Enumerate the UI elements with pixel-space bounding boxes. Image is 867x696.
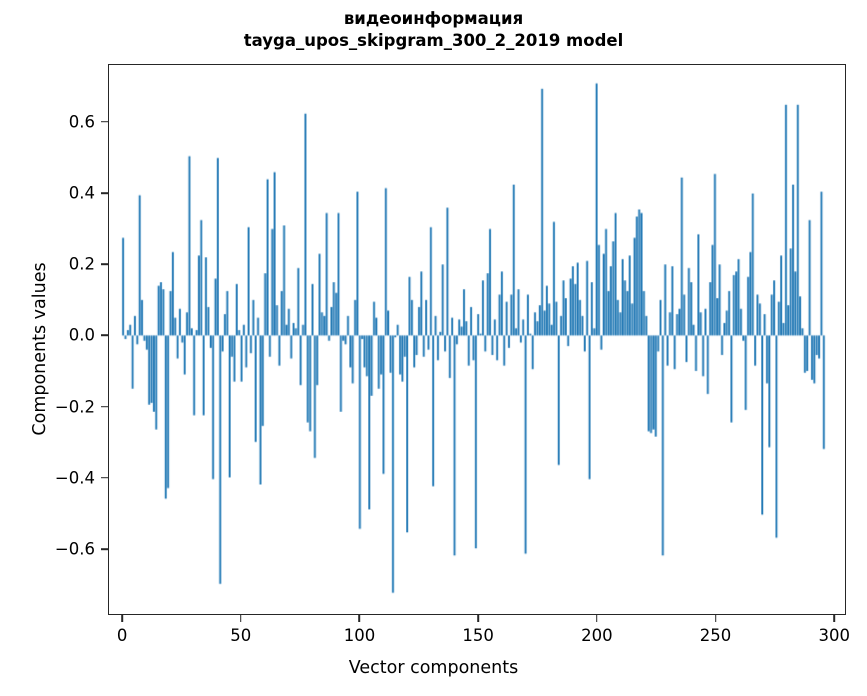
y-tick-mark xyxy=(101,548,108,550)
y-tick-mark xyxy=(101,334,108,337)
x-tick-label: 300 xyxy=(818,626,850,645)
y-tick-label: 0.6 xyxy=(68,112,95,132)
x-tick-mark xyxy=(596,615,598,622)
x-tick-mark xyxy=(714,615,717,622)
y-tick-label: −0.6 xyxy=(54,539,95,559)
y-tick-mark xyxy=(101,405,108,408)
y-tick-mark xyxy=(101,120,108,123)
x-tick-label: 250 xyxy=(699,626,732,645)
x-tick-mark xyxy=(833,615,836,622)
x-tick-label: 100 xyxy=(343,626,376,645)
x-tick-label: 150 xyxy=(462,626,494,645)
x-axis-label: Vector components xyxy=(348,658,519,678)
x-tick-mark xyxy=(121,615,123,622)
x-tick-mark xyxy=(240,615,242,622)
x-tick-label: 200 xyxy=(581,626,613,645)
x-tick-label: 50 xyxy=(230,626,252,645)
chart-title: видеоинформация tayga_upos_skipgram_300_… xyxy=(0,8,867,52)
chart-title-line-1: видеоинформация xyxy=(343,9,524,28)
x-tick-mark xyxy=(477,615,479,622)
y-tick-mark xyxy=(101,263,108,265)
plot-axes xyxy=(108,64,846,615)
x-tick-mark xyxy=(358,615,361,622)
bar-series-canvas xyxy=(109,65,845,614)
chart-title-line-2: tayga_upos_skipgram_300_2_2019 model xyxy=(243,31,624,50)
y-tick-mark xyxy=(101,192,108,194)
y-tick-mark xyxy=(101,477,108,479)
x-tick-label: 0 xyxy=(116,626,128,645)
y-tick-label: 0.4 xyxy=(68,183,95,203)
y-axis-label: Components values xyxy=(30,262,50,436)
